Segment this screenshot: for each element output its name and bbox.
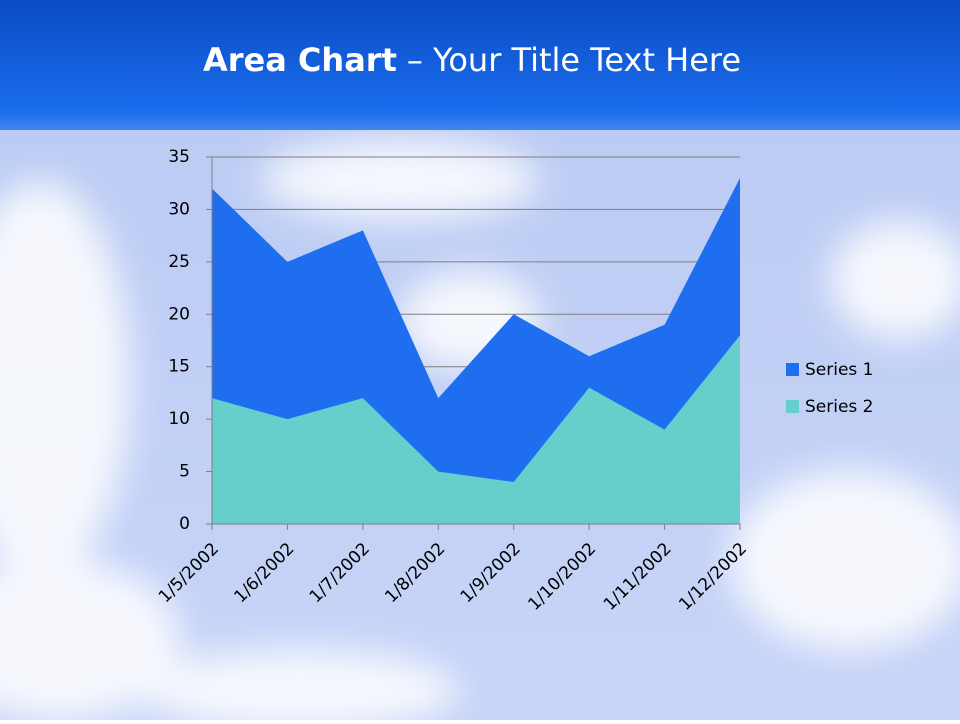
title-rest: – Your Title Text Here: [407, 41, 741, 79]
y-tick-label: 20: [168, 304, 190, 324]
legend-label: Series 1: [805, 360, 874, 380]
y-tick-label: 25: [168, 252, 190, 272]
y-tick-label: 30: [168, 199, 190, 219]
legend-swatch: [786, 400, 799, 413]
legend-label: Series 2: [805, 397, 874, 417]
slide-title: Area Chart – Your Title Text Here: [203, 41, 741, 79]
y-tick-label: 15: [168, 357, 190, 377]
y-tick-label: 35: [168, 147, 190, 167]
legend-swatch: [786, 363, 799, 376]
y-tick-label: 5: [179, 462, 190, 482]
clouds: [0, 140, 960, 724]
title-band: [0, 0, 960, 130]
title-bold: Area Chart: [203, 41, 397, 79]
y-tick-label: 10: [168, 409, 190, 429]
y-tick-label: 0: [179, 514, 190, 534]
area: [212, 335, 740, 524]
